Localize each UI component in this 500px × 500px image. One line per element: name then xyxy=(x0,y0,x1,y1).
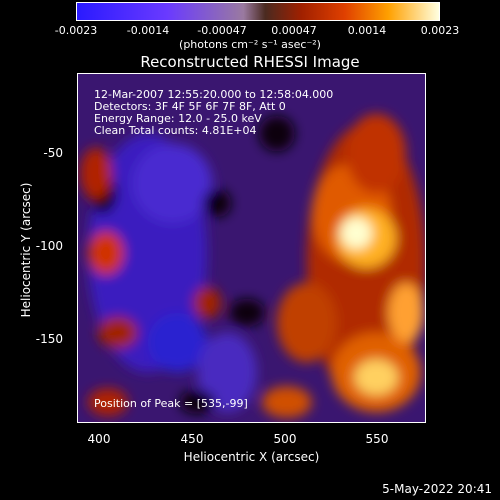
colorbar-gradient xyxy=(77,3,439,20)
y-tick-label: -150 xyxy=(35,332,63,346)
colorbar-tick-label: -0.00047 xyxy=(197,24,247,37)
annotation-energy-range: Energy Range: 12.0 - 25.0 keV xyxy=(94,112,262,125)
y-tick-label: -50 xyxy=(43,146,63,160)
y-axis-label: Heliocentric Y (arcsec) xyxy=(19,182,33,318)
x-tick-label: 400 xyxy=(87,432,111,446)
annotation-peak-position: Position of Peak = [535,-99] xyxy=(94,397,248,410)
colorbar-tick-label: -0.0023 xyxy=(54,24,98,37)
colorbar-tick-label: -0.0014 xyxy=(126,24,170,37)
x-tick-label: 500 xyxy=(273,432,297,446)
y-tick-label: -100 xyxy=(35,239,63,253)
colorbar-unit-label: (photons cm⁻² s⁻¹ asec⁻²) xyxy=(179,38,321,51)
colorbar-tick-label: 0.0023 xyxy=(420,24,460,37)
annotation-time-range: 12-Mar-2007 12:55:20.000 to 12:58:04.000 xyxy=(94,88,334,101)
colorbar-tick-label: 0.0014 xyxy=(347,24,387,37)
colorbar xyxy=(76,2,440,21)
reconstructed-image xyxy=(78,74,425,422)
plot-area: 12-Mar-2007 12:55:20.000 to 12:58:04.000… xyxy=(77,73,426,423)
x-tick-label: 550 xyxy=(365,432,389,446)
annotation-detectors: Detectors: 3F 4F 5F 6F 7F 8F, Att 0 xyxy=(94,100,286,113)
footer-date: 5-May-2022 20:41 xyxy=(382,482,492,496)
annotation-clean-counts: Clean Total counts: 4.81E+04 xyxy=(94,124,257,137)
colorbar-tick-label: 0.00047 xyxy=(271,24,317,37)
x-tick-label: 450 xyxy=(180,432,204,446)
chart-title: Reconstructed RHESSI Image xyxy=(140,53,360,71)
x-axis-label: Heliocentric X (arcsec) xyxy=(183,450,320,464)
